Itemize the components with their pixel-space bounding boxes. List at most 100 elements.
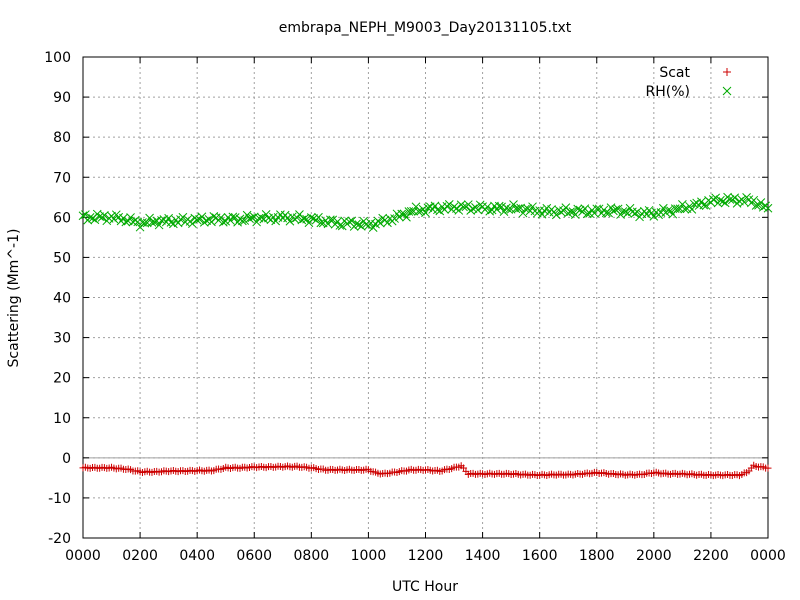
legend-label-rh: RH(%) [646,84,690,100]
data-point [192,215,202,225]
data-point [720,198,730,208]
data-point [230,213,240,222]
data-point [763,203,773,213]
data-point [663,206,673,215]
data-point [623,208,633,218]
x-tick-label: 0000 [65,548,101,564]
x-axis: 0000 0200 0400 0600 0800 1000 1200 1400 1600 1800… [65,57,786,564]
y-tick-label: 40 [53,291,71,307]
data-point [509,200,518,209]
series-scat [79,461,772,480]
data-point [347,216,357,226]
data-point [618,207,628,216]
data-point [632,207,642,217]
data-point [383,218,392,228]
data-point [197,212,207,222]
data-point [582,209,592,219]
series-rh [78,192,773,232]
data-point [751,201,761,210]
y-tick-label: 60 [53,210,71,226]
x-axis-label: UTC Hour [392,579,458,595]
data-point [100,211,109,220]
data-point [482,202,492,212]
data-point [328,215,338,225]
x-tick-label: 0200 [122,548,158,564]
data-point [444,200,454,209]
data-point [563,208,573,218]
data-point [528,202,537,212]
y-tick-label: 0 [62,451,71,467]
data-point [216,213,226,222]
y-tick-label: 50 [53,250,71,266]
legend-label-scat: Scat [659,65,690,81]
data-point [135,222,145,232]
data-point [649,212,659,221]
x-tick-label: 0400 [179,548,215,564]
y-tick-label: 20 [53,371,71,387]
data-point [658,203,668,213]
grid [83,57,768,538]
data-point [551,210,561,220]
data-point [154,220,164,230]
data-point [433,205,442,215]
data-point [739,197,749,207]
y-tick-label: 30 [53,331,71,347]
x-tick-label: 0800 [294,548,330,564]
data-point [150,217,159,227]
y-tick-label: -10 [48,491,71,507]
data-point [126,213,135,222]
data-point [521,204,530,214]
data-point [306,213,316,222]
data-point [613,204,623,214]
data-point [90,215,100,225]
data-point [499,207,509,216]
data-point [316,218,326,228]
y-axis: -20 -10 0 10 20 30 40 50 60 70 80 90 100 [44,50,768,547]
x-tick-label: 0600 [236,548,272,564]
data-point [209,212,219,221]
x-tick-label: 2000 [636,548,672,564]
legend-marker-rh [722,86,732,96]
data-point [390,214,399,223]
data-point [687,204,697,214]
data-point [261,209,271,219]
data-point [164,213,173,223]
data-point [435,206,445,216]
data-point [81,210,90,219]
data-point [188,219,197,229]
y-tick-label: -20 [48,531,71,547]
y-tick-label: 80 [53,130,71,146]
x-tick-label: 2200 [693,548,729,564]
data-point [240,216,250,225]
data-point [620,207,630,216]
data-point [166,218,176,227]
data-point [566,207,575,217]
data-point [245,214,254,223]
data-point [238,216,247,226]
legend-marker-scat [723,68,731,76]
data-point [299,214,309,224]
y-tick-label: 70 [53,170,71,186]
y-tick-label: 90 [53,90,71,106]
x-tick-label: 1200 [408,548,444,564]
data-point [604,208,613,218]
data-point [459,202,468,212]
data-point [756,198,766,207]
x-tick-label: 0000 [750,548,786,564]
data-point [764,464,772,472]
data-point [85,213,95,222]
data-point [147,218,157,227]
chart-title: embrapa_NEPH_M9003_Day20131105.txt [279,20,572,36]
data-point [454,206,464,215]
data-point [119,213,128,223]
x-tick-label: 1600 [522,548,558,564]
data-point [730,193,740,203]
data-point [711,193,721,203]
data-point [421,208,430,218]
data-point [157,216,166,225]
data-point [494,201,504,211]
y-tick-label: 100 [44,50,71,66]
y-axis-label: Scattering (Mm^-1) [6,229,22,368]
series-layer [78,192,773,480]
